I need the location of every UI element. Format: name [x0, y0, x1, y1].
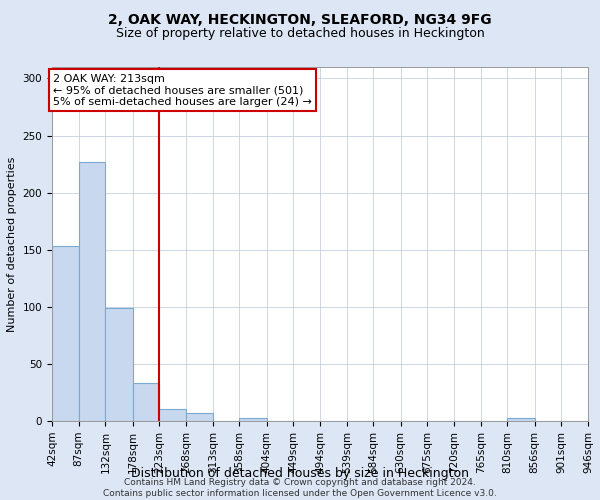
- Text: 2 OAK WAY: 213sqm
← 95% of detached houses are smaller (501)
5% of semi-detached: 2 OAK WAY: 213sqm ← 95% of detached hous…: [53, 74, 312, 107]
- Text: Distribution of detached houses by size in Heckington: Distribution of detached houses by size …: [131, 468, 469, 480]
- Bar: [133, 384, 160, 421]
- Bar: [79, 162, 106, 421]
- Bar: [508, 418, 535, 421]
- Bar: [239, 418, 266, 421]
- Bar: [52, 246, 79, 421]
- Y-axis label: Number of detached properties: Number of detached properties: [7, 156, 17, 332]
- Text: 2, OAK WAY, HECKINGTON, SLEAFORD, NG34 9FG: 2, OAK WAY, HECKINGTON, SLEAFORD, NG34 9…: [108, 12, 492, 26]
- Text: Contains HM Land Registry data © Crown copyright and database right 2024.
Contai: Contains HM Land Registry data © Crown c…: [103, 478, 497, 498]
- Bar: [160, 408, 186, 421]
- Bar: [186, 413, 212, 421]
- Text: Size of property relative to detached houses in Heckington: Size of property relative to detached ho…: [116, 28, 484, 40]
- Bar: [106, 308, 133, 421]
